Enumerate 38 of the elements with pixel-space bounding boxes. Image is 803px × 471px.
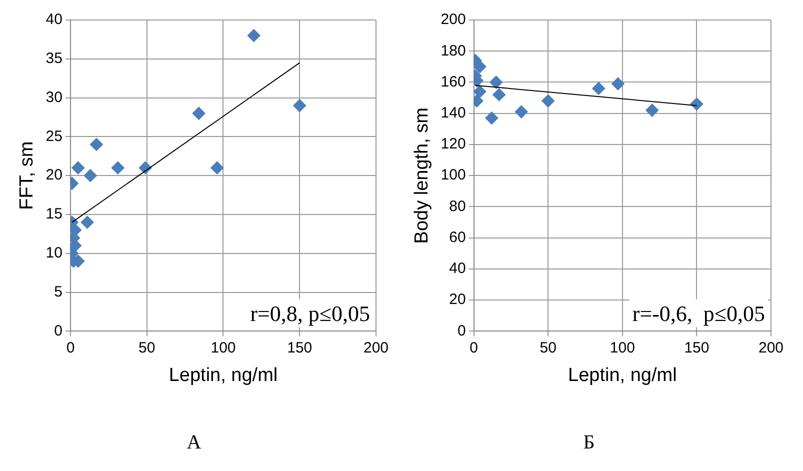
x-tick-label: 100 — [210, 339, 236, 356]
y-tick-label: 0 — [54, 322, 62, 340]
x-tick-label: 200 — [758, 339, 784, 356]
y-tick-label: 100 — [440, 166, 466, 184]
y-axis-title: FFT, sm — [16, 141, 38, 210]
y-tick-label: 120 — [440, 136, 466, 153]
y-tick-label: 30 — [46, 88, 62, 106]
text: А — [186, 431, 202, 454]
annotation: r=0,8, p≤0,05 — [250, 301, 370, 326]
x-tick-label: 50 — [540, 339, 556, 356]
y-tick-label: 160 — [440, 73, 466, 90]
x-tick-label: 50 — [138, 339, 156, 356]
y-tick-label: 20 — [46, 166, 62, 184]
y-axis-title: Body length, sm — [412, 107, 433, 244]
y-tick-label: 5 — [54, 283, 62, 300]
y-tick-label: 180 — [440, 42, 466, 60]
y-tick-label: 140 — [440, 104, 466, 122]
y-tick-label: 80 — [449, 198, 466, 215]
y-tick-label: 35 — [46, 50, 62, 68]
y-tick-label: 0 — [457, 322, 466, 340]
y-tick-label: 40 — [46, 11, 62, 28]
x-tick-label: 150 — [287, 339, 312, 356]
x-tick-label: 150 — [684, 339, 710, 356]
x-tick-label: 0 — [470, 339, 478, 356]
text: Б — [583, 431, 595, 454]
y-tick-label: 20 — [449, 291, 466, 308]
x-axis-title: Leptin, ng/ml — [168, 364, 278, 386]
annotation: r=-0,6, p≤0,05 — [632, 301, 766, 326]
y-tick-label: 25 — [46, 128, 62, 145]
x-tick-label: 200 — [363, 339, 389, 356]
x-tick-label: 0 — [66, 339, 75, 356]
y-tick-label: 40 — [449, 260, 466, 278]
x-axis-title: Leptin, ng/ml — [568, 364, 677, 386]
y-tick-label: 10 — [46, 244, 62, 262]
x-tick-label: 100 — [610, 339, 635, 356]
y-tick-label: 200 — [440, 11, 466, 28]
y-tick-label: 60 — [449, 228, 466, 246]
y-tick-label: 15 — [46, 206, 62, 223]
